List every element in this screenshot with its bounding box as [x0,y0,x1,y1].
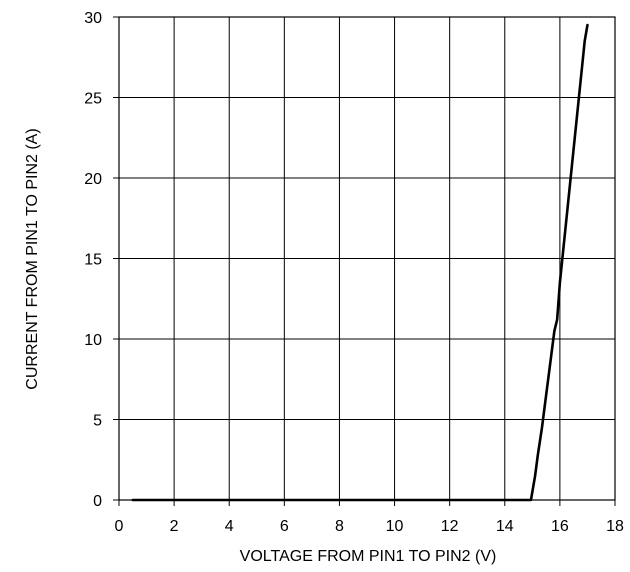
y-tick-label: 0 [93,493,102,510]
x-tick-label: 2 [170,518,179,535]
y-tick-label: 30 [84,10,102,27]
y-tick-label: 15 [84,252,102,269]
x-axis-label: VOLTAGE FROM PIN1 TO PIN2 (V) [240,548,497,565]
x-tick-label: 6 [280,518,289,535]
x-tick-label: 12 [441,518,459,535]
y-tick-label: 20 [84,171,102,188]
x-tick-label: 14 [496,518,514,535]
y-axis-ticks: 0 5 10 15 20 25 30 [84,10,119,510]
y-tick-label: 10 [84,332,102,349]
x-tick-label: 18 [606,518,624,535]
grid [119,17,615,500]
y-tick-label: 5 [93,413,102,430]
series-line [131,23,589,502]
y-tick-label: 25 [84,91,102,108]
x-tick-label: 4 [225,518,234,535]
y-axis-label: CURRENT FROM PIN1 TO PIN2 (A) [24,128,41,389]
x-tick-label: 0 [115,518,124,535]
x-tick-label: 10 [386,518,404,535]
x-axis-ticks: 0 2 4 6 8 10 12 14 16 18 [115,500,624,535]
x-tick-label: 16 [551,518,569,535]
x-tick-label: 8 [335,518,344,535]
series [131,23,589,502]
